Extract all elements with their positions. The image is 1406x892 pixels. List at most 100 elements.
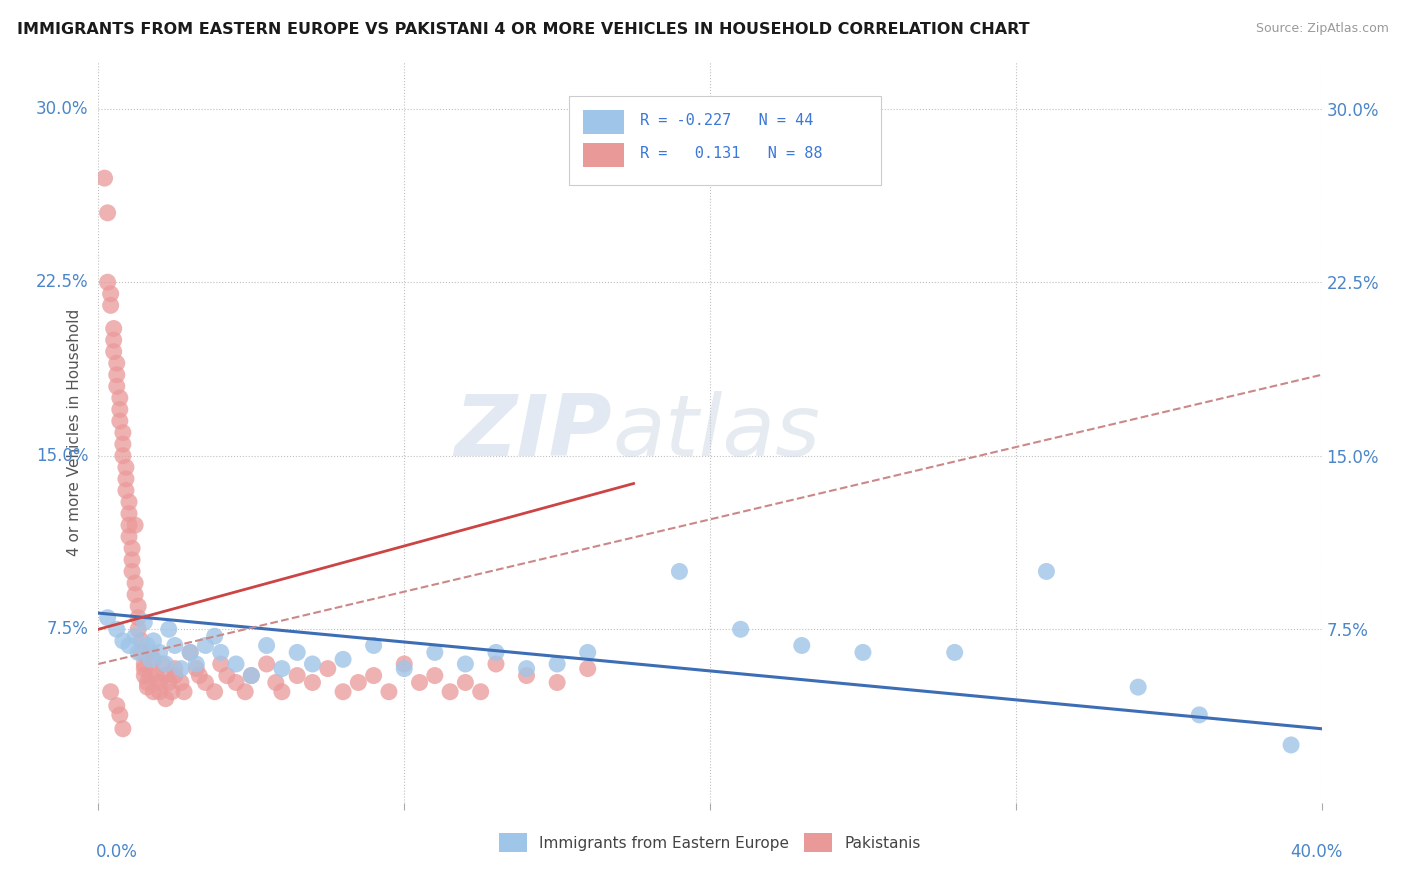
- Point: [160, 685, 183, 699]
- Point: [285, 645, 308, 659]
- Point: [121, 565, 143, 579]
- Point: [454, 675, 477, 690]
- Point: [127, 645, 149, 659]
- Point: [108, 414, 131, 428]
- Point: [163, 662, 186, 676]
- Point: [194, 675, 217, 690]
- Point: [408, 675, 430, 690]
- Point: [470, 685, 492, 699]
- Point: [118, 639, 141, 653]
- Point: [439, 685, 461, 699]
- Point: [145, 668, 167, 682]
- Point: [576, 645, 599, 659]
- Point: [347, 675, 370, 690]
- Point: [546, 675, 568, 690]
- Point: [186, 657, 208, 671]
- Point: [103, 333, 125, 347]
- Point: [118, 530, 141, 544]
- Point: [363, 639, 385, 653]
- Point: [163, 639, 186, 653]
- Point: [163, 668, 186, 682]
- Point: [194, 639, 217, 653]
- Point: [270, 662, 292, 676]
- Point: [240, 668, 263, 682]
- Point: [134, 615, 156, 630]
- Point: [301, 675, 323, 690]
- Point: [136, 680, 159, 694]
- Text: 40.0%: 40.0%: [1291, 843, 1343, 861]
- FancyBboxPatch shape: [569, 95, 882, 185]
- Point: [256, 657, 278, 671]
- Point: [134, 662, 156, 676]
- FancyBboxPatch shape: [583, 110, 624, 134]
- Point: [134, 657, 156, 671]
- Point: [392, 657, 416, 671]
- Point: [115, 460, 138, 475]
- Point: [124, 629, 146, 643]
- Point: [179, 645, 201, 659]
- Point: [516, 662, 538, 676]
- Point: [546, 657, 568, 671]
- FancyBboxPatch shape: [583, 143, 624, 167]
- Point: [111, 449, 134, 463]
- Text: 7.5%: 7.5%: [46, 620, 89, 639]
- Point: [392, 662, 416, 676]
- Point: [485, 645, 508, 659]
- Text: 15.0%: 15.0%: [37, 447, 89, 465]
- Point: [111, 633, 134, 648]
- Point: [142, 652, 165, 666]
- Point: [157, 675, 180, 690]
- Point: [111, 425, 134, 440]
- Point: [240, 668, 263, 682]
- Point: [1188, 707, 1211, 722]
- Point: [108, 391, 131, 405]
- Point: [225, 675, 247, 690]
- Point: [121, 541, 143, 556]
- Point: [454, 657, 477, 671]
- Point: [129, 645, 152, 659]
- Point: [215, 668, 238, 682]
- Text: ZIP: ZIP: [454, 391, 612, 475]
- Point: [136, 675, 159, 690]
- Point: [1035, 565, 1057, 579]
- Point: [790, 639, 813, 653]
- Point: [115, 483, 138, 498]
- Point: [139, 668, 162, 682]
- Point: [105, 356, 128, 370]
- Point: [149, 685, 172, 699]
- Point: [105, 698, 128, 713]
- Point: [142, 633, 165, 648]
- Point: [155, 657, 177, 671]
- Point: [97, 610, 120, 624]
- Legend: Immigrants from Eastern Europe, Pakistanis: Immigrants from Eastern Europe, Pakistan…: [494, 827, 927, 858]
- Point: [100, 685, 122, 699]
- Text: 22.5%: 22.5%: [37, 273, 89, 291]
- Point: [136, 639, 159, 653]
- Point: [256, 639, 278, 653]
- Text: 30.0%: 30.0%: [37, 100, 89, 118]
- Point: [301, 657, 323, 671]
- Point: [124, 576, 146, 591]
- Point: [170, 662, 193, 676]
- Point: [1279, 738, 1302, 752]
- Point: [105, 368, 128, 382]
- Point: [270, 685, 292, 699]
- Point: [332, 652, 354, 666]
- Point: [155, 691, 177, 706]
- Point: [363, 668, 385, 682]
- Point: [943, 645, 966, 659]
- Point: [149, 675, 172, 690]
- Point: [134, 668, 156, 682]
- Point: [332, 685, 354, 699]
- Point: [485, 657, 508, 671]
- Point: [108, 402, 131, 417]
- Point: [155, 668, 177, 682]
- Point: [124, 588, 146, 602]
- Point: [127, 622, 149, 636]
- Point: [111, 437, 134, 451]
- Point: [149, 645, 172, 659]
- Point: [173, 685, 195, 699]
- Point: [316, 662, 339, 676]
- Point: [1128, 680, 1150, 694]
- Point: [170, 675, 193, 690]
